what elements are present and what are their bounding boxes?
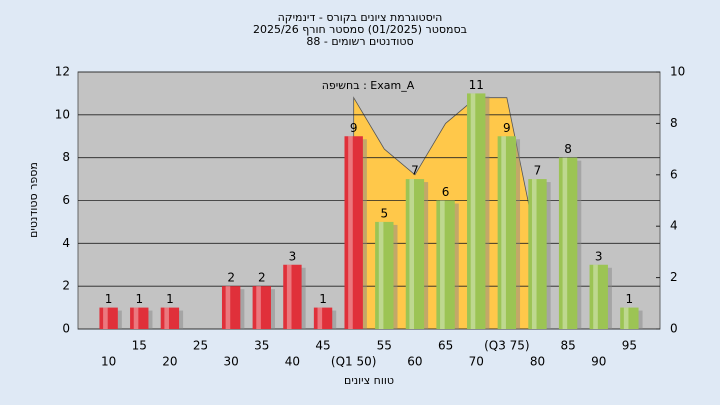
bar — [130, 307, 149, 329]
x-tick-label: 35 — [254, 339, 269, 353]
value-label: 3 — [289, 249, 297, 263]
y-tick-label: 0 — [62, 322, 70, 336]
chart-title: סטודנטים רשומים - 88 — [306, 35, 413, 48]
x-tick-label: 20 — [162, 355, 177, 369]
value-label: 1 — [105, 292, 113, 306]
x-tick-label: 40 — [285, 355, 300, 369]
bar-shine — [623, 307, 629, 329]
y-tick-label: 12 — [55, 65, 70, 79]
x-tick-label: 80 — [530, 355, 545, 369]
bar-shine — [256, 286, 261, 329]
y2-tick-label: 0 — [670, 322, 678, 336]
bar — [467, 93, 486, 330]
x-tick-label: 15 — [132, 339, 147, 353]
value-label: 8 — [564, 142, 572, 156]
y2-tick-label: 6 — [670, 167, 678, 181]
value-label: 2 — [258, 271, 266, 285]
bar — [344, 136, 363, 329]
value-label: 1 — [135, 292, 143, 306]
bar — [375, 221, 394, 329]
y-tick-label: 10 — [55, 107, 70, 121]
y2-tick-label: 2 — [670, 270, 678, 284]
bar — [528, 179, 547, 329]
value-label: 3 — [595, 249, 603, 263]
bar — [620, 307, 639, 329]
value-label: 9 — [350, 121, 358, 135]
bar-shine — [470, 93, 476, 330]
value-label: 6 — [442, 185, 450, 199]
value-label: 9 — [503, 121, 511, 135]
bar-shine — [562, 157, 568, 329]
bar-shine — [133, 307, 139, 329]
annotation: בחשיפה : Exam_A — [322, 79, 415, 92]
bar-shine — [409, 179, 415, 329]
y-tick-label: 2 — [62, 279, 70, 293]
bar — [283, 264, 302, 329]
bar-shine — [225, 286, 231, 329]
value-label: 2 — [227, 271, 235, 285]
value-label: 11 — [469, 78, 484, 92]
x-tick-label: 90 — [591, 355, 606, 369]
bar — [558, 157, 578, 329]
bar — [405, 179, 425, 329]
y-axis-label: מספר סטודנטים — [27, 162, 40, 238]
bar-shine — [593, 264, 598, 329]
x-tick-label: (Q1 50) — [331, 355, 377, 369]
bar — [497, 136, 517, 329]
value-label: 1 — [319, 292, 327, 306]
value-label: 7 — [534, 164, 542, 178]
x-tick-label: 45 — [315, 339, 330, 353]
x-tick-label: 25 — [193, 339, 208, 353]
chart-title: היסטוגרמת ציונים בקורס - דינמיקה — [278, 11, 443, 24]
x-tick-label: (Q3 75) — [484, 339, 530, 353]
bar — [589, 264, 608, 329]
bar-shine — [164, 307, 169, 329]
x-axis-label: טווח ציונים — [344, 374, 394, 387]
x-tick-label: 65 — [438, 339, 453, 353]
bar — [221, 286, 241, 329]
x-tick-label: 85 — [560, 339, 575, 353]
value-label: 1 — [166, 292, 174, 306]
bar-shine — [286, 264, 292, 329]
value-label: 1 — [626, 292, 634, 306]
x-tick-label: 60 — [407, 355, 422, 369]
bar — [252, 286, 271, 329]
y-tick-label: 6 — [62, 193, 70, 207]
x-tick-label: 10 — [101, 355, 116, 369]
value-label: 7 — [411, 164, 419, 178]
value-label: 5 — [380, 206, 388, 220]
bar-shine — [348, 136, 353, 329]
bar — [99, 307, 118, 329]
bar — [313, 307, 333, 329]
x-tick-label: 70 — [469, 355, 484, 369]
x-tick-label: 30 — [224, 355, 239, 369]
bar-shine — [501, 136, 506, 329]
bar-shine — [378, 221, 384, 329]
bar-shine — [440, 200, 445, 329]
y2-tick-label: 4 — [670, 219, 678, 233]
bar — [436, 200, 455, 329]
y-tick-label: 4 — [62, 236, 70, 250]
x-tick-label: 55 — [377, 339, 392, 353]
bar-shine — [103, 307, 108, 329]
y-tick-label: 8 — [62, 150, 70, 164]
y2-tick-label: 10 — [670, 65, 685, 79]
bar-shine — [317, 307, 323, 329]
bar-shine — [531, 179, 537, 329]
bar — [160, 307, 180, 329]
x-tick-label: 95 — [622, 339, 637, 353]
y2-tick-label: 8 — [670, 116, 678, 130]
chart-title: בסמסטר (01/2025) סמסטר חורף 2025/26 — [253, 23, 467, 36]
